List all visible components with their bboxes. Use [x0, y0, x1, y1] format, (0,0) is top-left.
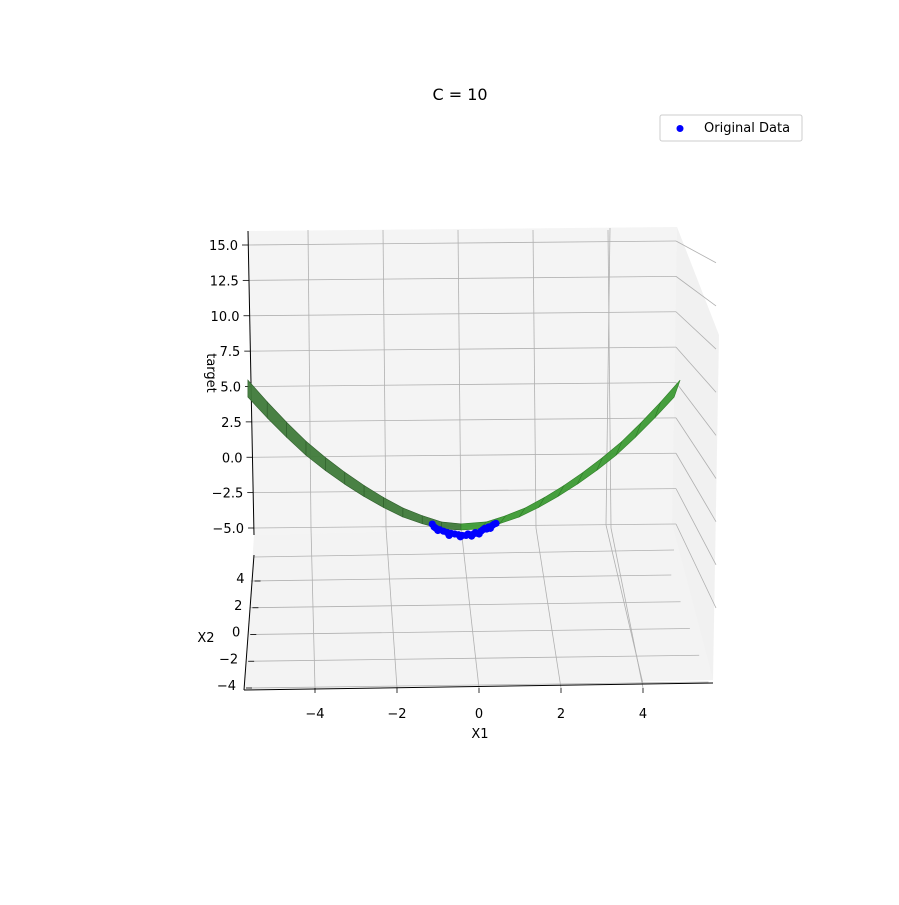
legend-label: Original Data — [704, 121, 790, 136]
x-gridline-floor — [535, 527, 562, 689]
y-tick-label: −4 — [217, 679, 236, 694]
x-gridline-floor — [605, 524, 644, 685]
x-axis-label: X1 — [471, 727, 488, 742]
chart-title: C = 10 — [432, 85, 487, 104]
z-gridline-side — [675, 346, 717, 393]
z-gridline-side — [675, 276, 717, 307]
x-gridline-back — [605, 227, 611, 526]
z-tick-label: 10.0 — [211, 310, 240, 325]
z-tick-label: 12.5 — [210, 274, 239, 289]
z-gridline — [251, 417, 677, 423]
x-axis-line — [243, 682, 714, 691]
y-tick-label: 4 — [236, 572, 244, 587]
y-tick-label: −2 — [219, 652, 238, 667]
legend-box — [659, 114, 803, 142]
x-gridline-back — [382, 229, 387, 529]
surface-facet — [654, 379, 681, 419]
z-tick-label: 5.0 — [220, 381, 241, 396]
scatter-points — [428, 519, 500, 541]
z-tick-label: −5.0 — [212, 522, 244, 537]
y-gridline — [250, 574, 672, 582]
z-gridline — [248, 275, 677, 281]
legend-marker — [676, 125, 684, 132]
tick-labels: −5.0 −2.5 0.0 2.5 5.0 7.5 10.0 12.5 15.0 −4 −2 0 2 4 −… — [209, 239, 647, 722]
z-gridline-side — [675, 453, 717, 522]
x-gridline-back — [607, 229, 612, 529]
z-gridline — [253, 488, 677, 494]
z-gridline-side — [675, 311, 717, 350]
z-gridline-side — [675, 488, 717, 566]
z-gridline-side — [675, 417, 717, 479]
z-gridline-side — [675, 240, 717, 264]
y-axis-label: X2 — [197, 631, 214, 646]
x-tick-label: 2 — [557, 707, 565, 722]
z-gridline — [250, 382, 677, 387]
y-gridline — [250, 601, 681, 609]
y-axis-line — [243, 554, 255, 691]
z-gridline — [247, 240, 677, 246]
z-tick-label: 7.5 — [220, 345, 241, 360]
floor-pane — [244, 524, 713, 690]
z-gridline-side — [675, 382, 717, 436]
x-tick-label: −4 — [305, 707, 324, 722]
legend: Original Data — [659, 114, 803, 142]
data-point — [456, 533, 464, 541]
back-pane — [248, 227, 677, 535]
side-pane — [672, 227, 719, 680]
data-point — [468, 532, 476, 540]
y-tick-label: 0 — [232, 626, 240, 641]
data-point — [445, 531, 453, 540]
y-gridline — [249, 681, 709, 689]
x-gridline-floor — [460, 527, 480, 689]
z-gridline — [250, 346, 677, 352]
y-gridline — [249, 654, 700, 662]
x-tick-label: −2 — [387, 707, 406, 722]
z-gridline-side — [675, 523, 717, 609]
z-tick-label: 0.0 — [222, 451, 243, 466]
axes-lines — [242, 230, 714, 693]
grid-lines — [247, 227, 717, 689]
z-tick-label: 15.0 — [209, 239, 238, 254]
y-gridline — [250, 628, 690, 635]
x-gridline-floor — [310, 527, 316, 689]
data-point — [486, 524, 494, 532]
y-gridline — [253, 549, 675, 558]
x-tick-label: 4 — [639, 707, 647, 722]
data-point — [434, 526, 442, 535]
x-tick-label: 0 — [475, 707, 483, 722]
data-point — [475, 530, 483, 538]
z-tick-label: −2.5 — [212, 487, 244, 502]
z-axis-line — [247, 230, 255, 536]
x-gridline-back — [532, 229, 537, 529]
z-axis-label: target — [203, 353, 218, 393]
x-gridline-back — [307, 229, 312, 529]
y-tick-label: 2 — [234, 599, 242, 614]
z-gridline — [249, 311, 677, 317]
x-gridline-back — [457, 229, 462, 529]
data-point — [492, 519, 500, 527]
z-tick-label: 2.5 — [221, 416, 242, 431]
